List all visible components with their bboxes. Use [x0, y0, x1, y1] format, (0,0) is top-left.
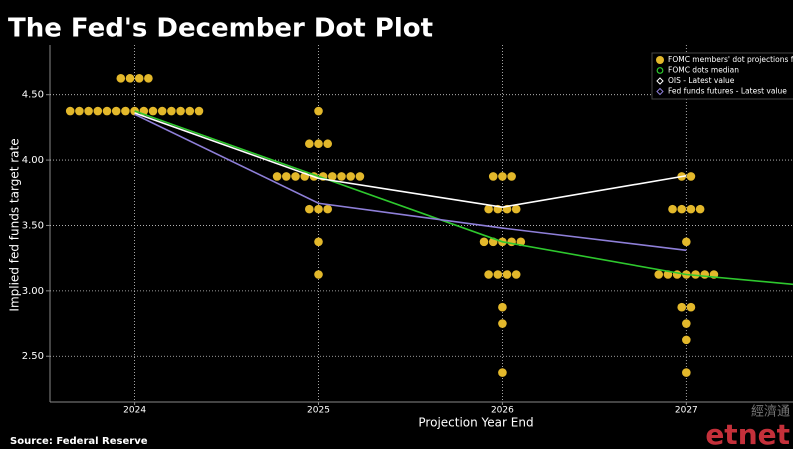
- y-axis-label: Implied fed funds target rate: [8, 138, 22, 311]
- dot: [682, 368, 691, 377]
- watermark-cn: 經濟通: [751, 404, 790, 420]
- legend-label: Fed funds futures - Latest value: [668, 87, 787, 96]
- dot: [682, 319, 691, 328]
- x-tick-label: 2024: [123, 406, 146, 416]
- dot: [148, 106, 158, 116]
- source: Source: Federal Reserve: [10, 436, 148, 447]
- series-line: [134, 113, 687, 252]
- dot: [682, 335, 691, 345]
- x-tick-label: 2027: [675, 406, 698, 416]
- dot: [314, 106, 323, 116]
- dot: [314, 139, 323, 149]
- dot: [111, 106, 121, 116]
- dot: [328, 172, 337, 181]
- legend: FOMC members' dot projections f FOMC dots…: [651, 52, 793, 100]
- dot: [291, 172, 300, 181]
- x-tick-label: 2026: [491, 406, 514, 416]
- dot: [507, 237, 516, 247]
- dot: [84, 106, 93, 116]
- dot: [176, 106, 185, 116]
- series-line: [134, 110, 793, 286]
- dot: [484, 270, 493, 279]
- dot: [134, 74, 144, 83]
- dot: [323, 139, 333, 149]
- dot: [102, 106, 112, 116]
- dot: [686, 172, 696, 181]
- dot: [305, 204, 314, 214]
- dot: [488, 172, 498, 181]
- y-tick-label: 4.00: [22, 155, 44, 166]
- dot: [185, 106, 195, 116]
- dot: [167, 106, 176, 116]
- dot: [484, 204, 493, 214]
- dot: [672, 270, 682, 279]
- dot: [682, 237, 691, 247]
- x-axis-label: Projection Year End: [418, 416, 533, 430]
- y-tick-label: 4.50: [22, 90, 44, 101]
- y-tick-label: 3.50: [22, 220, 44, 231]
- dot: [121, 106, 130, 116]
- dot: [507, 172, 516, 181]
- dot: [677, 302, 687, 312]
- dot: [355, 172, 365, 181]
- dot: [323, 204, 333, 214]
- dot: [346, 172, 356, 181]
- dot: [511, 270, 521, 279]
- legend-marker: [656, 67, 664, 74]
- dot: [677, 204, 687, 214]
- dot: [498, 319, 507, 328]
- dot: [194, 106, 204, 116]
- dot: [493, 270, 503, 279]
- dot: [282, 172, 291, 181]
- dot: [314, 204, 323, 214]
- dot: [65, 106, 75, 116]
- dot: [654, 270, 664, 279]
- x-tick-label: 2025: [307, 406, 330, 416]
- dot: [498, 302, 507, 312]
- dot: [498, 172, 507, 181]
- dot: [157, 106, 167, 116]
- legend-label: FOMC members' dot projections f: [668, 55, 793, 64]
- dot: [691, 270, 700, 279]
- dot: [93, 106, 103, 116]
- chart-title: The Fed's December Dot Plot: [8, 14, 433, 44]
- dot: [272, 172, 282, 181]
- dot: [479, 237, 489, 247]
- legend-marker: [656, 77, 664, 85]
- dot: [125, 74, 135, 83]
- dot: [700, 270, 710, 279]
- watermark: etnet: [705, 418, 790, 449]
- dot: [305, 139, 314, 149]
- dot: [511, 204, 521, 214]
- dot: [668, 204, 677, 214]
- legend-box: [651, 52, 793, 100]
- dot: [686, 204, 696, 214]
- dot: [314, 237, 323, 247]
- dot: [314, 270, 323, 279]
- plot-area: [65, 74, 793, 377]
- dot: [116, 74, 126, 83]
- legend-marker: [656, 87, 664, 96]
- dot: [502, 270, 512, 279]
- legend-label: OIS - Latest value: [668, 76, 735, 85]
- y-tick-label: 2.50: [22, 351, 44, 362]
- dot: [144, 74, 153, 83]
- dot: [75, 106, 84, 116]
- y-tick-label: 3.00: [22, 286, 44, 297]
- dot: [337, 172, 346, 181]
- dot: [498, 368, 507, 377]
- series-line: [134, 112, 687, 208]
- legend-marker: [656, 56, 664, 64]
- dot: [695, 204, 705, 214]
- legend-label: FOMC dots median: [668, 66, 739, 75]
- dot: [686, 302, 696, 312]
